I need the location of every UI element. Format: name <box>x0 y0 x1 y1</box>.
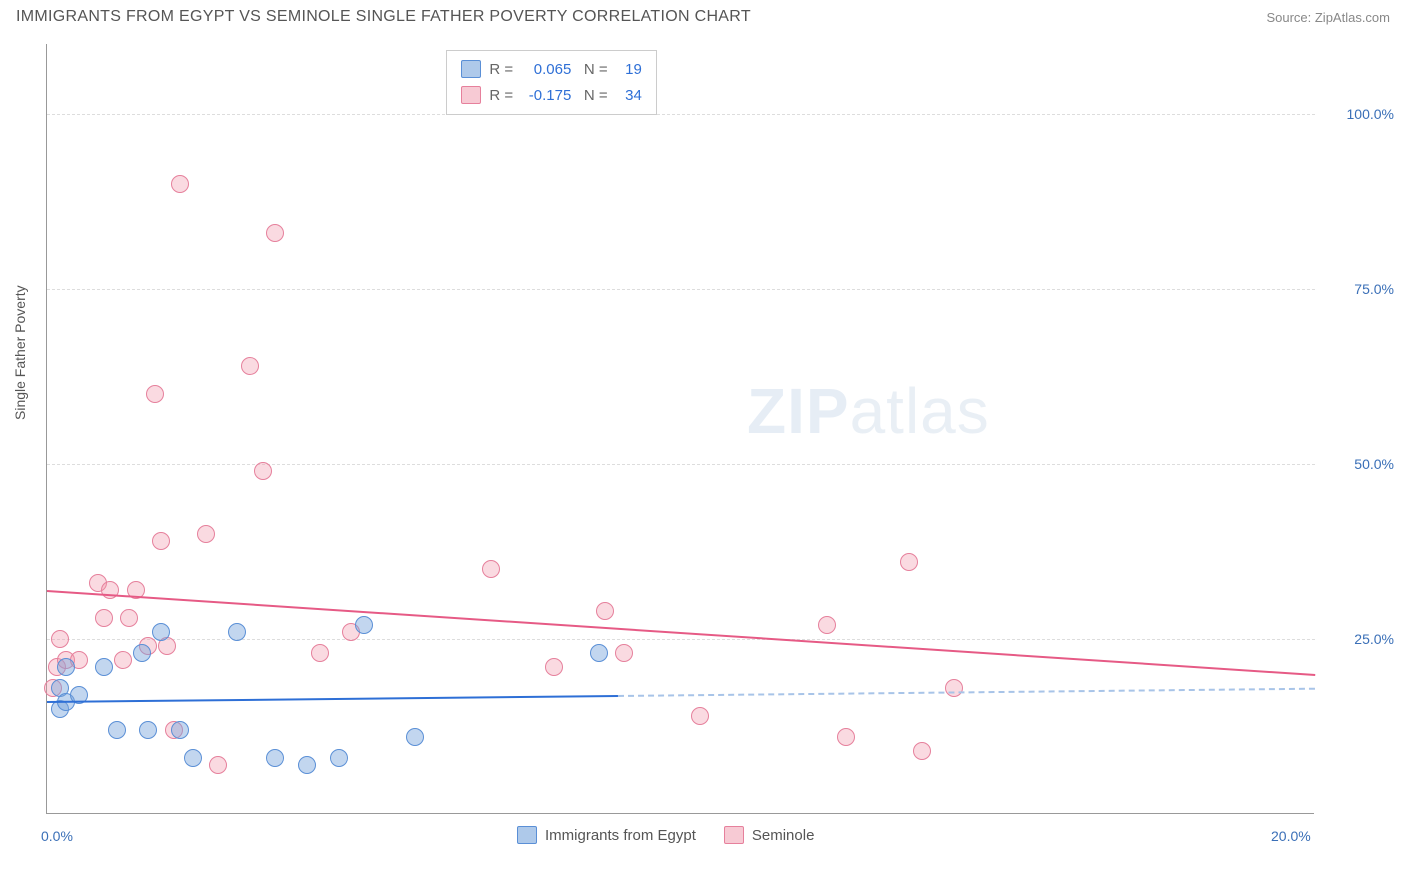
data-point-pink <box>120 609 138 627</box>
n-value: 19 <box>612 57 642 83</box>
data-point-blue <box>152 623 170 641</box>
data-point-pink <box>254 462 272 480</box>
n-value: 34 <box>612 83 642 109</box>
data-point-blue <box>171 721 189 739</box>
data-point-pink <box>95 609 113 627</box>
y-tick-label: 100.0% <box>1324 106 1394 122</box>
data-point-blue <box>266 749 284 767</box>
data-point-pink <box>913 742 931 760</box>
data-point-blue <box>57 658 75 676</box>
data-point-blue <box>406 728 424 746</box>
data-point-blue <box>355 616 373 634</box>
x-tick-label: 20.0% <box>1271 828 1311 844</box>
legend-item-blue: Immigrants from Egypt <box>517 826 696 844</box>
data-point-pink <box>311 644 329 662</box>
n-label: N = <box>584 61 612 78</box>
data-point-pink <box>596 602 614 620</box>
trend-line <box>618 687 1315 696</box>
data-point-pink <box>266 224 284 242</box>
y-tick-label: 50.0% <box>1324 456 1394 472</box>
data-point-blue <box>590 644 608 662</box>
data-point-pink <box>209 756 227 774</box>
gridline <box>47 289 1315 290</box>
data-point-pink <box>482 560 500 578</box>
data-point-pink <box>171 175 189 193</box>
data-point-pink <box>545 658 563 676</box>
data-point-blue <box>95 658 113 676</box>
data-point-blue <box>133 644 151 662</box>
scatter-plot-area: 25.0%50.0%75.0%100.0%0.0%20.0%ZIPatlasR … <box>46 44 1314 814</box>
data-point-pink <box>114 651 132 669</box>
gridline <box>47 464 1315 465</box>
data-point-blue <box>184 749 202 767</box>
data-point-pink <box>900 553 918 571</box>
data-point-pink <box>197 525 215 543</box>
correlation-row-blue: R = 0.065 N = 19 <box>461 57 641 83</box>
gridline <box>47 114 1315 115</box>
r-label: R = <box>489 87 517 104</box>
r-label: R = <box>489 61 517 78</box>
swatch-pink <box>461 86 481 104</box>
source-attribution: Source: ZipAtlas.com <box>1266 10 1390 25</box>
data-point-blue <box>298 756 316 774</box>
source-label: Source: <box>1266 10 1314 25</box>
source-value: ZipAtlas.com <box>1315 10 1390 25</box>
data-point-pink <box>615 644 633 662</box>
data-point-pink <box>818 616 836 634</box>
series-legend: Immigrants from Egypt Seminole <box>517 826 842 844</box>
y-tick-label: 25.0% <box>1324 631 1394 647</box>
data-point-pink <box>146 385 164 403</box>
correlation-row-pink: R = -0.175 N = 34 <box>461 83 641 109</box>
data-point-blue <box>139 721 157 739</box>
r-value: -0.175 <box>517 83 571 109</box>
data-point-pink <box>837 728 855 746</box>
y-axis-label: Single Father Poverty <box>12 285 28 420</box>
data-point-pink <box>691 707 709 725</box>
data-point-blue <box>330 749 348 767</box>
swatch-pink <box>724 826 744 844</box>
n-label: N = <box>584 87 612 104</box>
data-point-blue <box>108 721 126 739</box>
x-tick-label: 0.0% <box>41 828 73 844</box>
swatch-blue <box>461 60 481 78</box>
correlation-legend: R = 0.065 N = 19R = -0.175 N = 34 <box>446 50 656 115</box>
trend-line <box>47 695 618 703</box>
swatch-blue <box>517 826 537 844</box>
r-value: 0.065 <box>517 57 571 83</box>
data-point-blue <box>228 623 246 641</box>
chart-title: IMMIGRANTS FROM EGYPT VS SEMINOLE SINGLE… <box>16 8 751 26</box>
data-point-pink <box>945 679 963 697</box>
y-tick-label: 75.0% <box>1324 281 1394 297</box>
legend-label: Seminole <box>752 827 815 844</box>
data-point-pink <box>51 630 69 648</box>
legend-label: Immigrants from Egypt <box>545 827 696 844</box>
data-point-pink <box>152 532 170 550</box>
legend-item-pink: Seminole <box>724 826 815 844</box>
data-point-pink <box>241 357 259 375</box>
watermark: ZIPatlas <box>747 374 990 448</box>
